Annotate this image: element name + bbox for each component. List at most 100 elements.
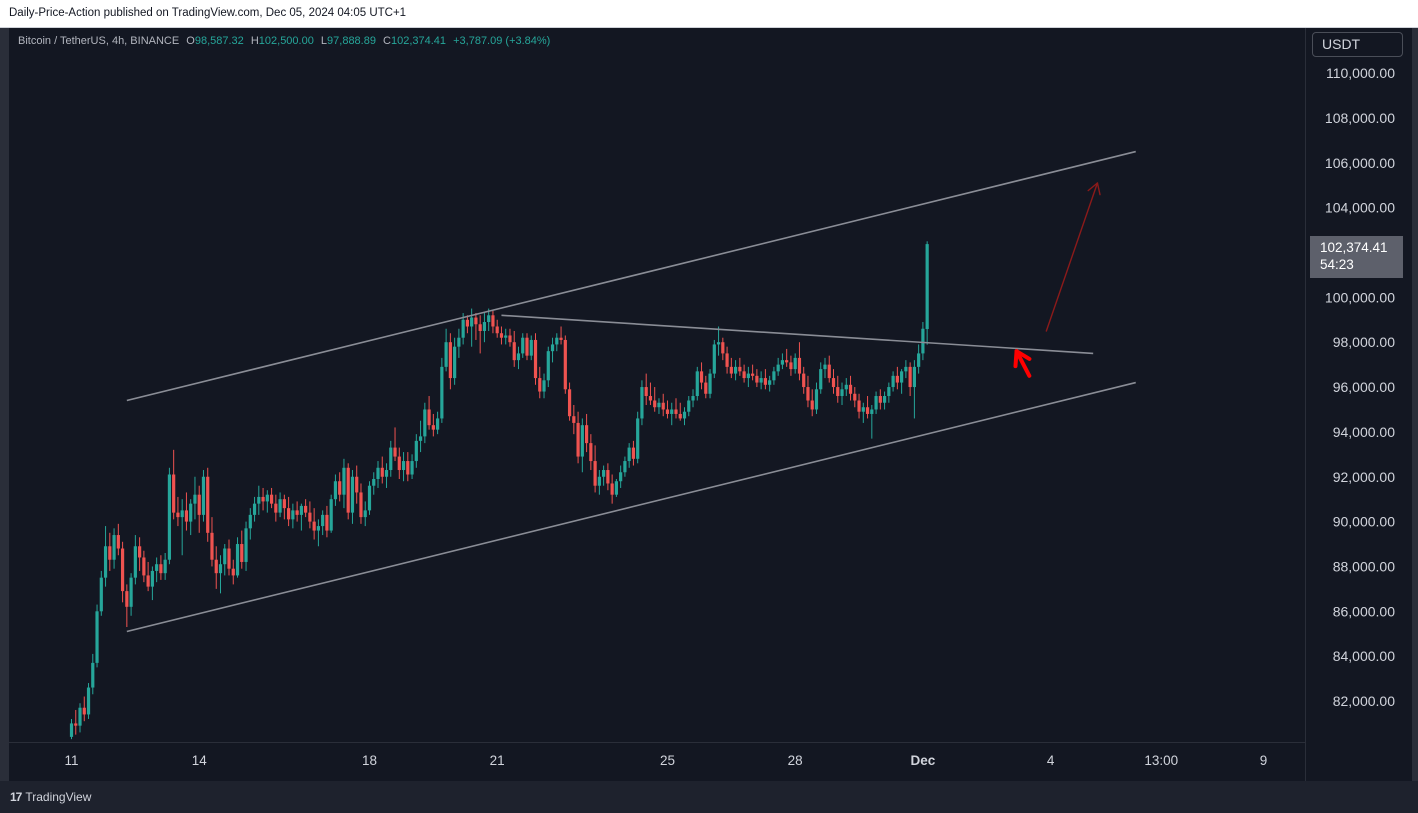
candle-body [699, 371, 704, 383]
candle-body [870, 409, 874, 414]
candle-body [363, 510, 367, 518]
candle-body [831, 378, 836, 388]
candle-body [355, 476, 359, 493]
candle-body [631, 447, 636, 459]
currency-button[interactable]: USDT [1312, 32, 1403, 57]
tradingview-logo[interactable]: 17 TradingView [10, 790, 91, 804]
candle-body [201, 476, 206, 515]
time-tick-label: 25 [660, 753, 675, 768]
candle-body [465, 319, 470, 327]
candle-body [342, 467, 346, 495]
candle-body [482, 322, 487, 331]
candle-body [410, 461, 414, 475]
candle-body [917, 353, 921, 367]
footer [0, 781, 1418, 813]
candle-body [742, 371, 746, 379]
candle-body [546, 351, 550, 381]
candle-body [150, 570, 154, 587]
candle-body [925, 244, 929, 330]
candle-body [91, 662, 95, 688]
price-tick-label: 98,000.00 [1333, 334, 1395, 350]
candle-body [95, 611, 99, 663]
candle-body [193, 494, 197, 504]
descending-resistance-line [501, 314, 1094, 355]
price-tick-label: 96,000.00 [1333, 379, 1395, 395]
candle-body [687, 400, 691, 412]
chart-pane[interactable] [9, 28, 1412, 781]
candle-body [223, 548, 227, 565]
candle-body [235, 544, 240, 576]
candle-body [602, 470, 606, 477]
candle-body [99, 577, 103, 612]
candle-body [593, 461, 597, 486]
target-arrow-head [1087, 182, 1101, 196]
candle-body [448, 342, 452, 379]
candle-body [261, 496, 265, 502]
price-tick-label: 88,000.00 [1333, 558, 1395, 574]
legend-close-label: C [383, 35, 391, 47]
breakout-arrow-shaft [1014, 349, 1032, 378]
candle-body [657, 402, 661, 408]
candle-body [708, 373, 712, 394]
candle-body [167, 474, 172, 560]
candle-body [427, 409, 431, 426]
candle-body [853, 393, 857, 401]
candle-body [521, 337, 525, 354]
candle-body [478, 324, 482, 331]
legend-open-value: 98,587.32 [194, 35, 244, 47]
candle-body [440, 366, 444, 419]
candle-body [180, 510, 184, 518]
candle-body [904, 366, 908, 372]
candle-body [436, 418, 440, 430]
candle-body [457, 337, 461, 347]
candle-body [82, 707, 86, 715]
candle-body [372, 478, 376, 486]
candle-body [116, 535, 120, 549]
candle-body [648, 396, 653, 401]
candle-body [921, 328, 925, 354]
candle-body [857, 400, 861, 412]
candle-body [299, 505, 303, 515]
candlestick-chart[interactable]: 82,000.00 84,000.00 86,000.00 88,000.00 90,0… [0, 0, 1418, 781]
candle-body [789, 362, 793, 370]
candle-body [802, 373, 806, 388]
candle-body [206, 476, 210, 533]
candle-body [763, 378, 767, 385]
candle-body [589, 443, 593, 462]
candle-body [584, 425, 589, 444]
candle-body [550, 344, 555, 352]
candle-body [120, 548, 125, 592]
candle-body [751, 373, 755, 376]
time-tick-label: 13:00 [1144, 753, 1178, 768]
candle-body [619, 472, 623, 482]
candle-body [470, 317, 474, 327]
candle-body [865, 407, 870, 414]
candle-body [308, 512, 312, 522]
candle-body [576, 422, 580, 457]
candle-body [240, 544, 244, 562]
candle-body [712, 344, 716, 374]
candle-body [529, 339, 533, 356]
candle-body [142, 557, 146, 576]
candle-body [491, 315, 495, 327]
price-tick-label: 104,000.00 [1325, 200, 1395, 216]
candle-body [227, 548, 231, 569]
candle-body [453, 346, 457, 379]
candle-body [163, 559, 167, 574]
candle-body [653, 400, 657, 408]
candle-body [755, 375, 759, 383]
candle-body [900, 371, 904, 383]
candle-body [814, 389, 819, 410]
candle-body [776, 364, 780, 372]
target-arrow-shaft [1045, 182, 1099, 332]
candle-body [176, 512, 180, 518]
candle-body [597, 476, 601, 486]
candle-body [874, 396, 878, 410]
candle-body [295, 510, 299, 515]
candle-body [304, 505, 308, 513]
candle-body [184, 510, 189, 522]
candle-body [785, 360, 789, 363]
candle-body [525, 337, 529, 356]
candle-body [312, 521, 316, 531]
candle-body [125, 591, 129, 607]
